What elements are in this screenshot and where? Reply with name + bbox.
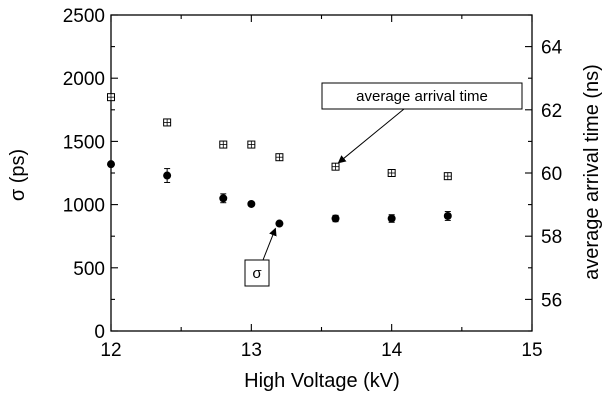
arrival-point <box>107 93 115 102</box>
right-tick-label: 56 <box>541 290 562 311</box>
sigma-point <box>163 171 172 180</box>
left-tick-label: 2000 <box>63 69 105 90</box>
arrival-point <box>275 153 284 162</box>
x-tick-label: 13 <box>241 340 262 361</box>
sigma-point <box>331 214 340 223</box>
x-tick-label: 15 <box>521 340 542 361</box>
plot-frame <box>110 14 533 332</box>
sigma-point <box>219 194 228 203</box>
annotation-arrow-arrival <box>337 108 405 164</box>
right-tick-label: 62 <box>541 101 562 122</box>
arrival-point <box>443 172 452 181</box>
sigma-point <box>247 199 256 208</box>
annotation-label-sigma: σ <box>252 265 262 282</box>
x-axis-label: High Voltage (kV) <box>244 370 400 392</box>
left-tick-label: 1000 <box>63 196 105 217</box>
right-tick-label: 58 <box>541 227 562 248</box>
sigma-point <box>107 160 115 169</box>
arrival-point <box>163 118 172 127</box>
left-axis-ticks: 0 500 1000 1500 2000 2500 <box>63 6 118 343</box>
right-axis-label: average arrival time (ns) <box>581 64 603 280</box>
left-tick-label: 2500 <box>63 6 105 27</box>
arrival-point <box>331 162 340 171</box>
arrival-point <box>219 140 228 149</box>
sigma-point <box>443 211 452 220</box>
left-axis-label: σ (ps) <box>7 149 29 201</box>
annotation-box-sigma <box>244 259 270 287</box>
left-tick-label: 500 <box>73 259 105 280</box>
x-tick-label: 12 <box>100 340 121 361</box>
annotation-label-arrival: average arrival time <box>356 88 488 105</box>
arrival-point <box>247 140 256 149</box>
arrival-point <box>387 169 396 177</box>
right-tick-label: 64 <box>541 38 563 59</box>
sigma-series <box>107 160 452 228</box>
sigma-point <box>387 214 396 223</box>
left-tick-label: 0 <box>94 322 105 343</box>
annotations: average arrival time σ <box>244 82 523 287</box>
left-tick-label: 1500 <box>63 132 105 153</box>
plot-border <box>110 14 533 332</box>
x-axis-ticks: 12 13 14 15 <box>100 15 543 361</box>
annotation-arrow-sigma <box>262 227 277 261</box>
x-tick-label: 14 <box>381 340 403 361</box>
sigma-point <box>275 219 284 228</box>
arrival-time-series <box>107 93 452 181</box>
right-tick-label: 60 <box>541 164 562 185</box>
annotation-box-arrival <box>321 82 523 110</box>
right-axis-ticks: 56 58 60 62 64 <box>525 14 563 332</box>
